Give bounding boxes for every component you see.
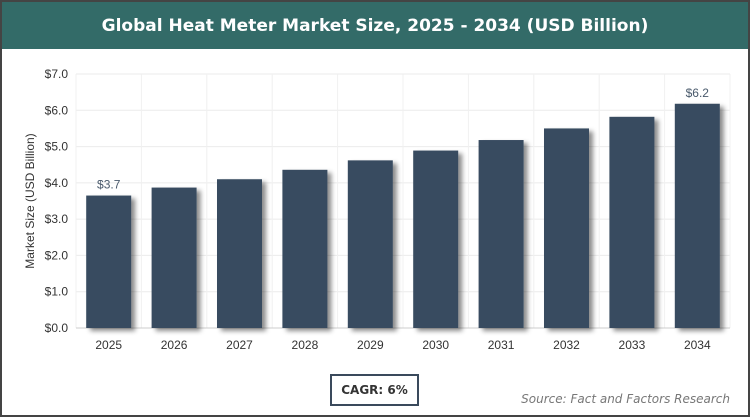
x-tick-label: 2027: [226, 338, 253, 352]
y-axis-label: Market Size (USD Billion): [23, 133, 37, 268]
y-tick-label: $0.0: [45, 321, 69, 335]
y-tick-label: $6.0: [45, 103, 69, 117]
x-tick-label: 2026: [161, 338, 188, 352]
bar-2034: [674, 103, 720, 328]
y-tick-label: $2.0: [45, 248, 69, 262]
bar-2032: [544, 128, 589, 328]
y-tick-label: $3.0: [45, 212, 69, 226]
bar-2030: [413, 150, 459, 328]
x-tick-label: 2032: [553, 338, 580, 352]
y-tick-label: $7.0: [45, 67, 69, 81]
y-tick-label: $4.0: [45, 176, 69, 190]
bar-2026: [151, 187, 197, 328]
data-label: $6.2: [686, 86, 710, 100]
x-tick-label: 2031: [488, 338, 515, 352]
x-tick-label: 2034: [684, 338, 711, 352]
data-label: $3.7: [97, 178, 121, 192]
bar-2028: [282, 169, 328, 328]
x-tick-label: 2033: [619, 338, 646, 352]
x-tick-label: 2025: [95, 338, 122, 352]
bar-2025: [86, 195, 132, 328]
x-tick-label: 2030: [422, 338, 449, 352]
bar-2027: [217, 179, 262, 328]
y-tick-label: $1.0: [45, 285, 69, 299]
cagr-badge: CAGR: 6%: [330, 374, 419, 406]
chart-title: Global Heat Meter Market Size, 2025 - 20…: [2, 2, 748, 49]
x-tick-label: 2029: [357, 338, 384, 352]
bar-2031: [478, 140, 524, 328]
bar-2029: [347, 160, 393, 328]
y-tick-label: $5.0: [45, 140, 69, 154]
bar-2033: [609, 116, 655, 329]
source-note: Source: Fact and Factors Research: [521, 392, 730, 406]
x-tick-label: 2028: [292, 338, 319, 352]
